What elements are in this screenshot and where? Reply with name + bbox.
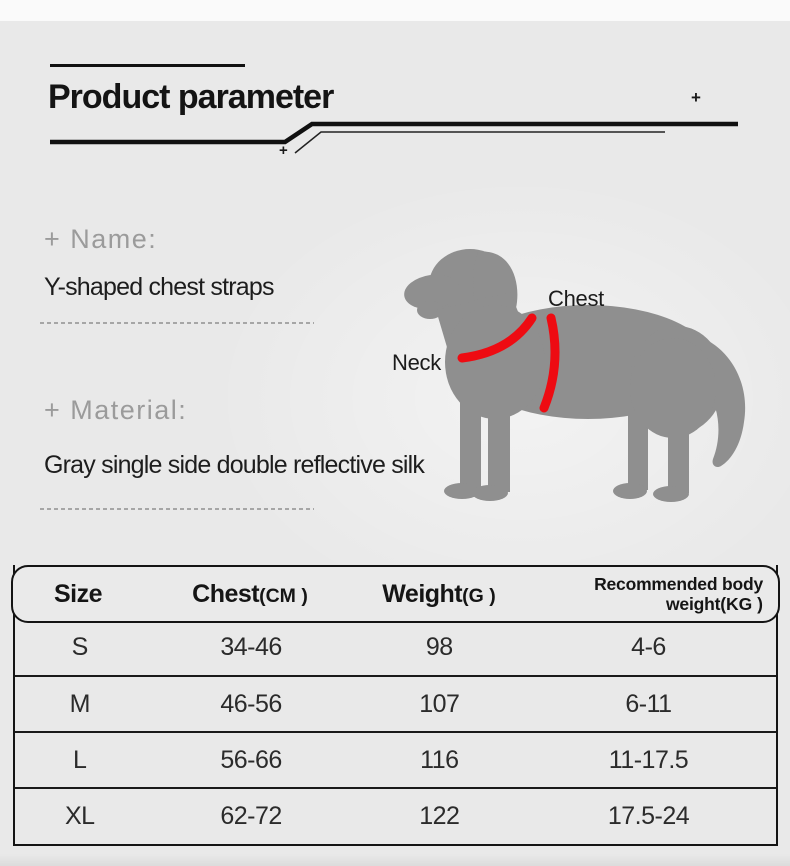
dog-measurement-diagram (380, 230, 790, 520)
table-row: XL 62-72 122 17.5-24 (15, 787, 776, 843)
neck-measure-label: Neck (392, 350, 441, 375)
column-header-weight: Weight(G ) (382, 579, 496, 608)
table-cell: 17.5-24 (607, 801, 690, 830)
title-top-rule (50, 64, 245, 67)
table-cell: 4-6 (631, 632, 666, 661)
size-table-body: S 34-46 98 4-6 M 46-56 107 6-11 L 56-66 … (13, 565, 778, 846)
table-row: M 46-56 107 6-11 (15, 675, 776, 731)
page-title: Product parameter (48, 78, 334, 116)
table-cell: 6-11 (625, 689, 672, 718)
table-cell: 62-72 (220, 801, 282, 830)
material-label: + Material: (44, 395, 188, 425)
dashed-divider (40, 508, 314, 510)
chest-measure-label: Chest (548, 286, 604, 311)
plus-mark-below: + (279, 142, 288, 159)
column-header-chest: Chest(CM ) (192, 579, 308, 608)
table-cell: L (73, 745, 87, 774)
chest-strap-line (539, 313, 560, 413)
table-row: S 34-46 98 4-6 (15, 619, 776, 675)
plus-mark-right: + (691, 88, 701, 107)
name-value: Y-shaped chest straps (44, 273, 274, 301)
table-cell: 122 (419, 801, 460, 830)
dog-silhouette (404, 249, 746, 502)
table-cell: 46-56 (220, 689, 282, 718)
table-cell: M (69, 689, 91, 718)
size-table-header: Size Chest(CM ) Weight(G ) Recommended b… (11, 565, 780, 623)
column-header-size: Size (53, 579, 103, 608)
top-white-strip (0, 0, 790, 21)
dog-silhouette-svg (404, 249, 746, 502)
material-value: Gray single side double reflective silk (44, 451, 425, 479)
table-cell: 34-46 (220, 632, 282, 661)
table-cell: S (71, 632, 89, 661)
table-row: L 56-66 116 11-17.5 (15, 731, 776, 787)
table-cell: 56-66 (220, 745, 282, 774)
table-cell: 107 (419, 689, 460, 718)
neck-strap-line (457, 313, 537, 363)
table-cell: 11-17.5 (608, 745, 689, 774)
name-label: + Name: (44, 224, 158, 254)
table-cell: 98 (425, 632, 453, 661)
dashed-divider (40, 322, 314, 324)
table-cell: XL (64, 801, 95, 830)
table-cell: 116 (420, 745, 459, 774)
header-divider-lines (50, 121, 738, 154)
column-header-recommended-weight: Recommended body weight(KG ) (594, 573, 763, 614)
